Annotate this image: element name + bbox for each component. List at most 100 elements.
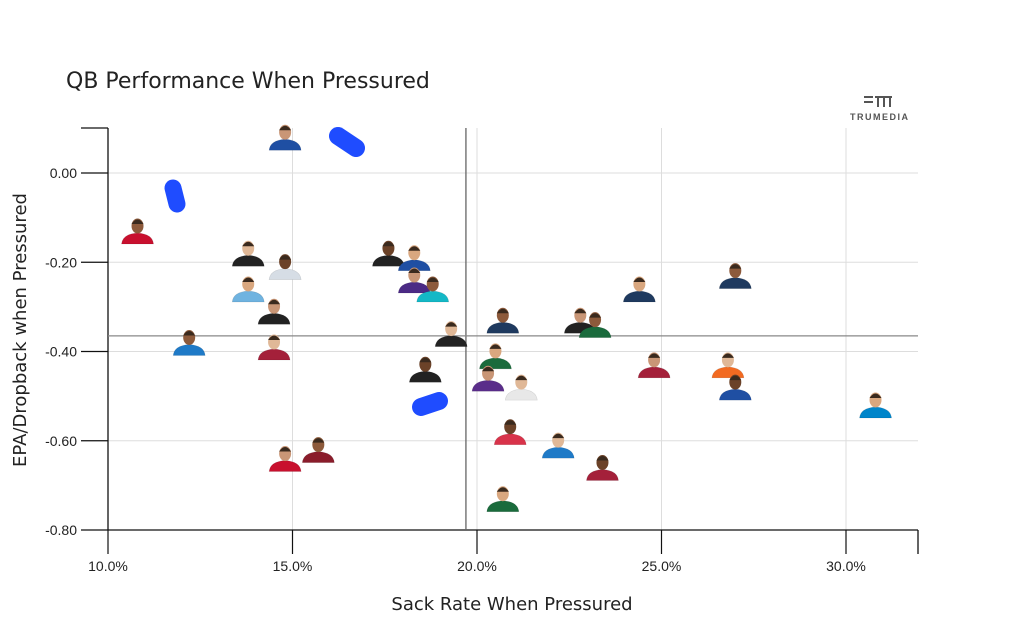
jersey bbox=[231, 254, 265, 267]
x-tick-label: 15.0% bbox=[273, 558, 313, 574]
y-tick-label: 0.00 bbox=[50, 165, 77, 181]
qb-point bbox=[623, 276, 656, 303]
qb-point bbox=[471, 365, 505, 392]
jersey bbox=[623, 290, 656, 303]
qb-point bbox=[493, 419, 527, 446]
qb-point bbox=[541, 432, 575, 459]
qb-point bbox=[372, 240, 405, 267]
scribble-mark bbox=[412, 392, 448, 416]
chart-title: QB Performance When Pressured bbox=[66, 69, 430, 94]
jersey bbox=[718, 277, 752, 289]
qb-point bbox=[479, 343, 512, 370]
qb-point bbox=[586, 454, 619, 481]
x-tick-label: 25.0% bbox=[642, 558, 682, 574]
tick-labels: 0.00 -0.20 -0.40 -0.60 -0.80 10.0% 15.0% 20.0% 2… bbox=[45, 165, 866, 574]
qb-point bbox=[268, 446, 302, 472]
qb-point bbox=[578, 312, 612, 338]
qb-point bbox=[121, 218, 154, 245]
player-hair bbox=[552, 433, 565, 439]
jersey bbox=[268, 138, 302, 151]
qb-point bbox=[486, 307, 520, 334]
jersey bbox=[372, 254, 405, 267]
player-hair bbox=[496, 487, 509, 492]
player-hair bbox=[648, 353, 661, 358]
qb-point bbox=[409, 356, 442, 383]
jersey bbox=[859, 406, 892, 419]
data-points bbox=[121, 124, 892, 512]
y-tick-label: -0.20 bbox=[45, 254, 77, 270]
qb-point bbox=[718, 263, 752, 289]
qb-point bbox=[637, 352, 671, 379]
player-hair bbox=[426, 277, 439, 282]
player-hair bbox=[268, 299, 281, 305]
qb-point bbox=[231, 276, 265, 303]
annotation-scribbles bbox=[164, 127, 448, 416]
player-hair bbox=[482, 366, 495, 372]
player-hair bbox=[279, 447, 292, 452]
jersey bbox=[486, 321, 520, 334]
qb-point bbox=[268, 254, 302, 280]
player-hair bbox=[574, 308, 587, 314]
qb-point bbox=[231, 240, 265, 267]
player-hair bbox=[131, 219, 144, 224]
qb-point bbox=[257, 298, 291, 325]
scribble-mark bbox=[164, 179, 186, 213]
player-hair bbox=[496, 308, 509, 314]
player-hair bbox=[408, 246, 421, 251]
brand-logo: TRUMEDIA bbox=[850, 96, 910, 122]
player-hair bbox=[445, 322, 458, 327]
jersey bbox=[231, 290, 265, 303]
player-hair bbox=[242, 241, 255, 247]
jersey bbox=[121, 232, 154, 245]
qb-point bbox=[257, 334, 291, 361]
qb-point bbox=[711, 352, 745, 379]
qb-point bbox=[718, 374, 752, 401]
reference-lines bbox=[108, 128, 918, 530]
qb-point bbox=[859, 392, 892, 419]
jersey bbox=[257, 312, 291, 325]
qb-point bbox=[397, 267, 431, 294]
jersey bbox=[479, 357, 512, 370]
jersey bbox=[504, 388, 538, 401]
player-hair bbox=[183, 331, 196, 336]
jersey bbox=[434, 335, 468, 347]
player-hair bbox=[279, 125, 292, 131]
jersey bbox=[301, 451, 335, 463]
player-hair bbox=[869, 393, 882, 398]
qb-point bbox=[434, 321, 468, 347]
qb-point bbox=[301, 437, 335, 463]
brand-name: TRUMEDIA bbox=[850, 112, 910, 122]
player-hair bbox=[504, 420, 517, 425]
player-hair bbox=[721, 353, 734, 358]
jersey bbox=[493, 433, 527, 446]
x-tick-label: 10.0% bbox=[88, 558, 128, 574]
player-hair bbox=[312, 438, 325, 443]
y-axis-label: EPA/Dropback when Pressured bbox=[10, 193, 31, 467]
player-hair bbox=[408, 268, 421, 274]
jersey bbox=[637, 366, 671, 379]
qb-point bbox=[486, 486, 520, 512]
player-hair bbox=[729, 264, 742, 269]
axes bbox=[81, 127, 919, 554]
player-hair bbox=[633, 277, 646, 282]
x-tick-label: 30.0% bbox=[826, 558, 866, 574]
qb-point bbox=[268, 124, 302, 151]
jersey bbox=[711, 366, 745, 379]
player-hair bbox=[729, 375, 742, 381]
player-hair bbox=[279, 255, 292, 260]
y-tick-label: -0.40 bbox=[45, 344, 77, 360]
player-hair bbox=[515, 375, 528, 381]
x-tick-label: 20.0% bbox=[457, 558, 497, 574]
jersey bbox=[486, 500, 520, 512]
player-hair bbox=[382, 241, 395, 247]
y-tick-label: -0.60 bbox=[45, 433, 77, 449]
qb-point bbox=[416, 276, 450, 303]
qb-point bbox=[397, 245, 431, 272]
jersey bbox=[257, 348, 291, 361]
qb-point bbox=[504, 374, 538, 401]
qb-point bbox=[172, 330, 206, 356]
jersey bbox=[397, 281, 431, 294]
player-hair bbox=[268, 335, 281, 340]
jersey bbox=[718, 388, 752, 401]
